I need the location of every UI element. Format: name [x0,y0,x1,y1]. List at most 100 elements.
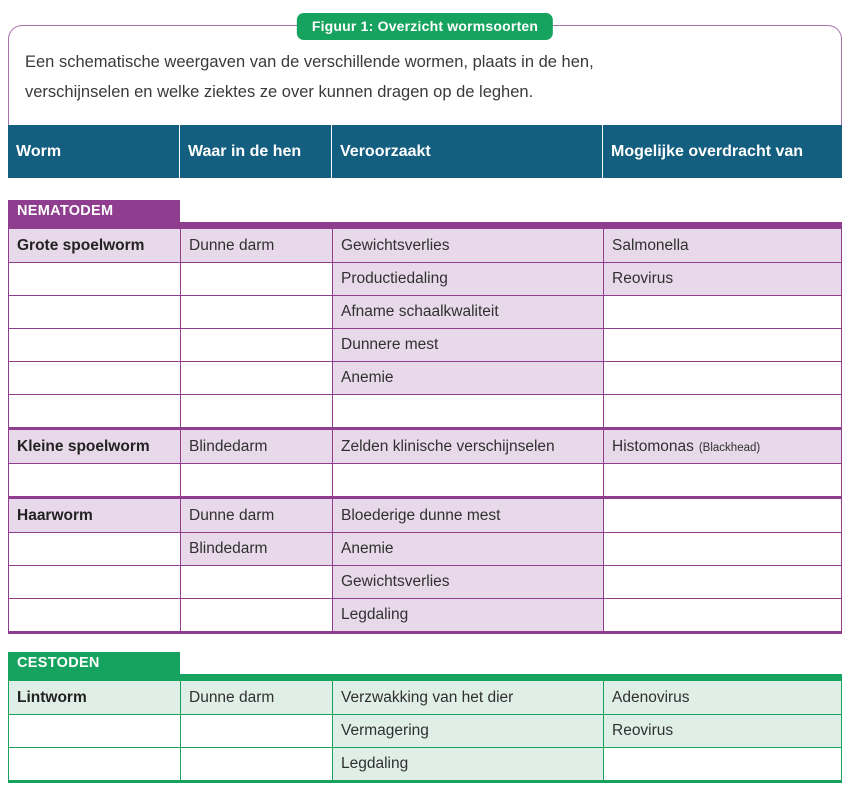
transmission-cell [604,329,841,361]
transmission-cell [604,599,841,631]
location-cell [181,263,333,295]
transmission-cell: Reovirus [604,715,841,747]
cause-cell: Gewichtsverlies [333,566,604,598]
worm-cell [9,464,181,496]
cause-cell: Dunnere mest [333,329,604,361]
worm-cell [9,263,181,295]
row-group: Grote spoelworm Dunne darm Gewichtsverlies… [9,229,841,427]
transmission-cell: Salmonella [604,229,841,262]
location-cell: Blindedarm [181,430,333,463]
location-cell [181,748,333,780]
figure-title-badge: Figuur 1: Overzicht wormsoorten [296,13,554,40]
row-group: Lintworm Dunne darm Verzwakking van het di… [9,681,841,780]
worm-cell [9,748,181,780]
section-bar-cestoden [8,674,842,681]
cause-cell [333,395,604,427]
table-row: Haarworm Dunne darm Bloederige dunne mest [9,499,841,532]
worm-cell: Grote spoelworm [9,229,181,262]
section-label-nematodem: NEMATODEM [8,200,180,222]
location-cell [181,599,333,631]
table-row: Anemie [9,361,841,394]
transmission-cell: Histomonas (Blackhead) [604,430,841,463]
table-row: Dunnere mest [9,328,841,361]
location-cell [181,362,333,394]
table-row: Blindedarm Anemie [9,532,841,565]
table-row [9,463,841,496]
nematodem-table: Grote spoelworm Dunne darm Gewichtsverlies… [8,229,842,634]
cell-suffix: (Blackhead) [698,441,761,454]
intro-wrapper: Een schematische weergaven van de versch… [0,0,850,125]
cause-cell: Vermagering [333,715,604,747]
worm-cell [9,296,181,328]
location-cell [181,464,333,496]
table-row: Legdaling [9,598,841,631]
table-row: Afname schaalkwaliteit [9,295,841,328]
section-bar-nematodem [8,222,842,229]
transmission-cell [604,566,841,598]
row-group: Haarworm Dunne darm Bloederige dunne mest B… [9,496,841,631]
worm-cell [9,715,181,747]
table-row: Lintworm Dunne darm Verzwakking van het di… [9,681,841,714]
table-row: Grote spoelworm Dunne darm Gewichtsverlies… [9,229,841,262]
intro-text-line-1: Een schematische weergaven van de versch… [25,53,594,71]
transmission-cell [604,499,841,532]
worm-cell: Lintworm [9,681,181,714]
worm-cell [9,329,181,361]
transmission-cell [604,533,841,565]
worm-cell [9,533,181,565]
location-cell [181,329,333,361]
location-cell: Dunne darm [181,681,333,714]
section-label-cestoden: CESTODEN [8,652,180,674]
cause-cell: Productiedaling [333,263,604,295]
header-worm: Worm [8,125,180,178]
location-cell [181,296,333,328]
transmission-cell: Reovirus [604,263,841,295]
sections-container: NEMATODEM Grote spoelworm Dunne darm Gewich… [0,200,850,783]
location-cell: Dunne darm [181,229,333,262]
worm-cell [9,395,181,427]
worm-cell [9,362,181,394]
intro-box: Een schematische weergaven van de versch… [8,25,842,125]
transmission-cell [604,362,841,394]
location-cell [181,566,333,598]
location-cell [181,395,333,427]
cause-cell: Bloederige dunne mest [333,499,604,532]
cause-cell: Anemie [333,533,604,565]
worm-cell: Kleine spoelworm [9,430,181,463]
table-row: Kleine spoelworm Blindedarm Zelden klinisc… [9,430,841,463]
cause-cell: Legdaling [333,748,604,780]
cause-cell [333,464,604,496]
location-cell: Dunne darm [181,499,333,532]
table-row: Vermagering Reovirus [9,714,841,747]
table-row [9,394,841,427]
section-cestoden: CESTODEN Lintworm Dunne darm Verzwakking va… [8,652,842,783]
table-row: Legdaling [9,747,841,780]
table-row: Gewichtsverlies [9,565,841,598]
section-nematodem: NEMATODEM Grote spoelworm Dunne darm Gewich… [8,200,842,634]
cause-cell: Zelden klinische verschijnselen [333,430,604,463]
cause-cell: Anemie [333,362,604,394]
table-header-row: Worm Waar in de hen Veroorzaakt Mogelijk… [8,125,842,178]
cestoden-table: Lintworm Dunne darm Verzwakking van het di… [8,681,842,783]
worm-cell [9,599,181,631]
location-cell [181,715,333,747]
location-cell: Blindedarm [181,533,333,565]
row-group: Kleine spoelworm Blindedarm Zelden klinisc… [9,427,841,496]
header-transmission: Mogelijke overdracht van [611,142,804,160]
table-row: Productiedaling Reovirus [9,262,841,295]
intro-text-line-2: verschijnselen en welke ziektes ze over … [25,83,534,101]
transmission-cell [604,748,841,780]
cause-cell: Legdaling [333,599,604,631]
cause-cell: Gewichtsverlies [333,229,604,262]
transmission-cell [604,395,841,427]
worm-cell [9,566,181,598]
transmission-cell [604,464,841,496]
cause-cell: Afname schaalkwaliteit [333,296,604,328]
cause-cell: Verzwakking van het dier [333,681,604,714]
transmission-cell: Adenovirus [604,681,841,714]
header-cause: Veroorzaakt [332,125,603,178]
header-location: Waar in de hen [180,125,332,178]
transmission-cell [604,296,841,328]
worm-cell: Haarworm [9,499,181,532]
